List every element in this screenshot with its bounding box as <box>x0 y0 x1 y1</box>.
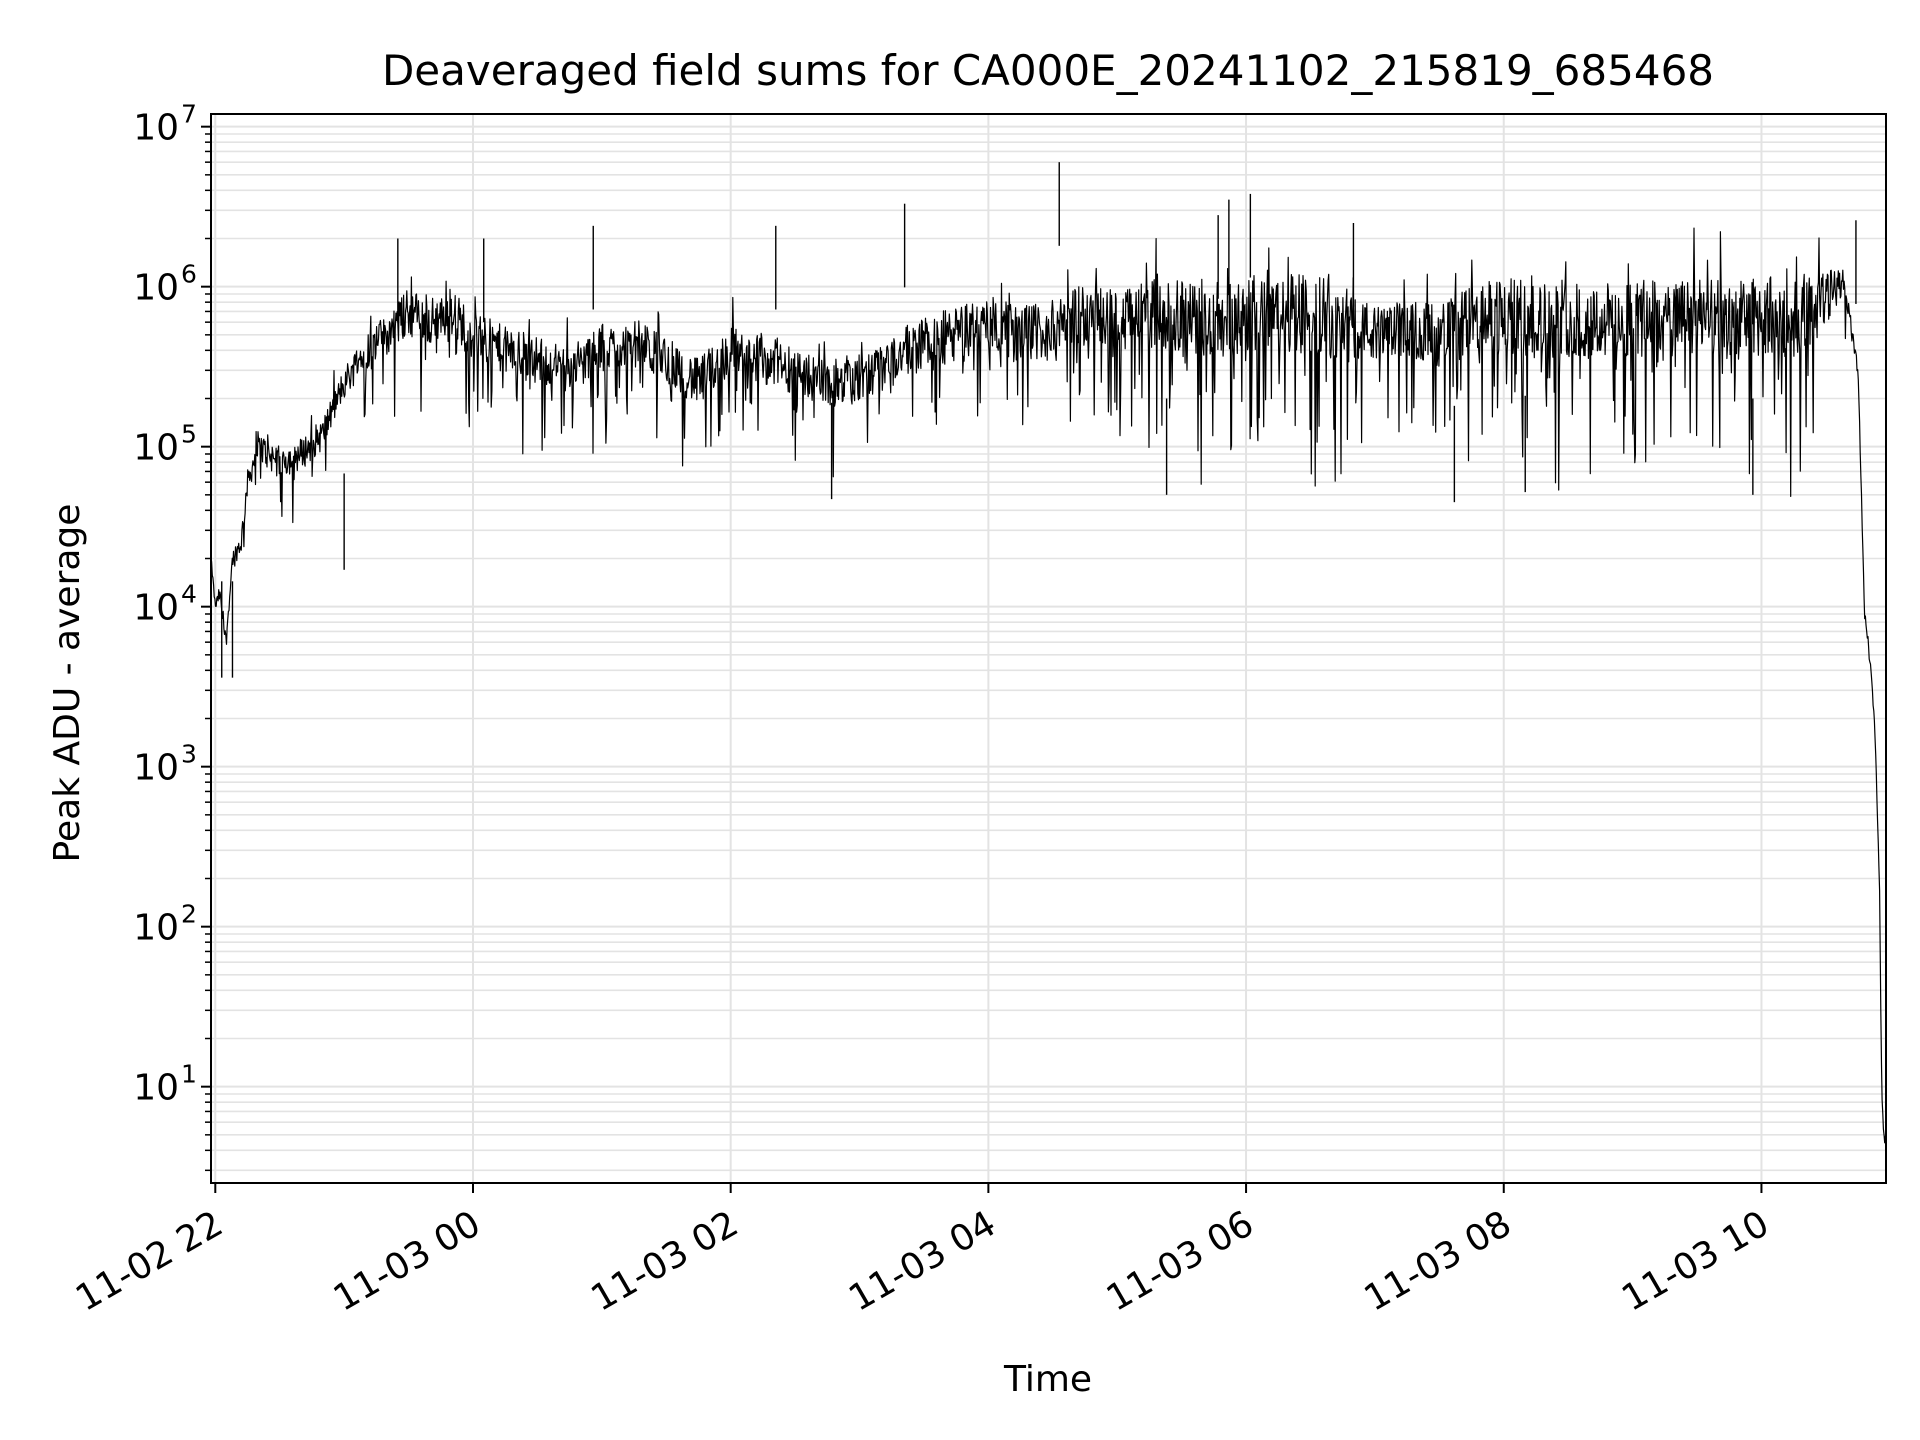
y-tick-exponent: 3 <box>181 740 197 769</box>
y-tick-exponent: 2 <box>181 900 197 929</box>
y-tick-label: 10 <box>133 908 179 949</box>
plot-frame <box>210 113 1887 1184</box>
y-tick-label: 10 <box>133 108 179 149</box>
y-tick-label: 10 <box>133 428 179 469</box>
series-group <box>210 162 1887 1144</box>
x-axis-label: Time <box>1003 1359 1092 1400</box>
y-tick-exponent: 7 <box>181 100 197 129</box>
y-tick-label: 10 <box>133 1068 179 1109</box>
y-tick-label: 10 <box>133 588 179 629</box>
y-tick-label: 10 <box>133 748 179 789</box>
y-tick-exponent: 6 <box>181 260 197 289</box>
y-tick-exponent: 5 <box>181 420 197 449</box>
y-tick-label: 10 <box>133 268 179 309</box>
series-line <box>210 227 1887 1144</box>
y-tick-exponent: 4 <box>181 580 197 609</box>
y-axis-label: Peak ADU - average <box>47 504 88 863</box>
chart-title: Deaveraged field sums for CA000E_2024110… <box>382 46 1714 95</box>
y-tick-exponent: 1 <box>181 1060 197 1089</box>
